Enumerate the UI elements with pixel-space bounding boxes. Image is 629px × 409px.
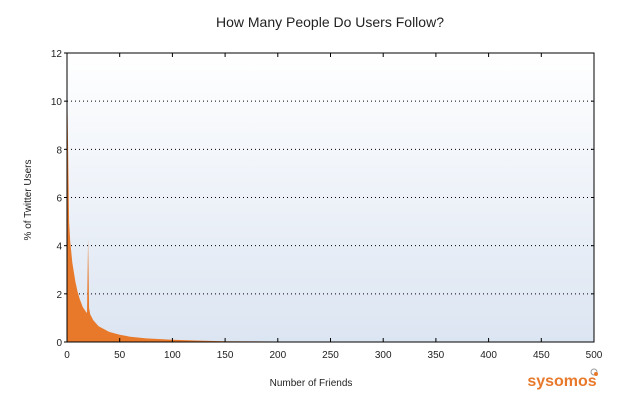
y-tick-label: 2 <box>56 290 62 301</box>
sysomos-logo: sysomos <box>527 368 598 390</box>
x-tick-label: 400 <box>480 350 497 361</box>
x-tick-label: 350 <box>428 350 445 361</box>
x-tick-label: 300 <box>375 350 392 361</box>
y-tick-label: 0 <box>56 338 62 349</box>
x-tick-label: 450 <box>533 350 550 361</box>
x-tick-label: 200 <box>269 350 286 361</box>
x-tick-label: 150 <box>217 350 234 361</box>
x-axis-label: Number of Friends <box>270 378 353 389</box>
logo-dot-icon <box>594 372 598 376</box>
plot-background <box>67 53 594 342</box>
y-tick-label: 12 <box>51 49 63 60</box>
y-tick-label: 4 <box>56 242 62 253</box>
x-tick-label: 250 <box>322 350 339 361</box>
logo-text: sysomos <box>527 373 596 390</box>
chart-title: How Many People Do Users Follow? <box>216 14 444 30</box>
x-tick-label: 100 <box>164 350 181 361</box>
x-tick-label: 50 <box>114 350 126 361</box>
y-tick-label: 8 <box>56 145 62 156</box>
x-tick-label: 0 <box>64 350 70 361</box>
y-axis-label: % of Twitter Users <box>23 160 34 241</box>
y-tick-label: 6 <box>56 194 62 205</box>
x-tick-label: 500 <box>586 350 603 361</box>
y-tick-label: 10 <box>51 97 63 108</box>
logo-bubble-icon <box>590 368 598 376</box>
